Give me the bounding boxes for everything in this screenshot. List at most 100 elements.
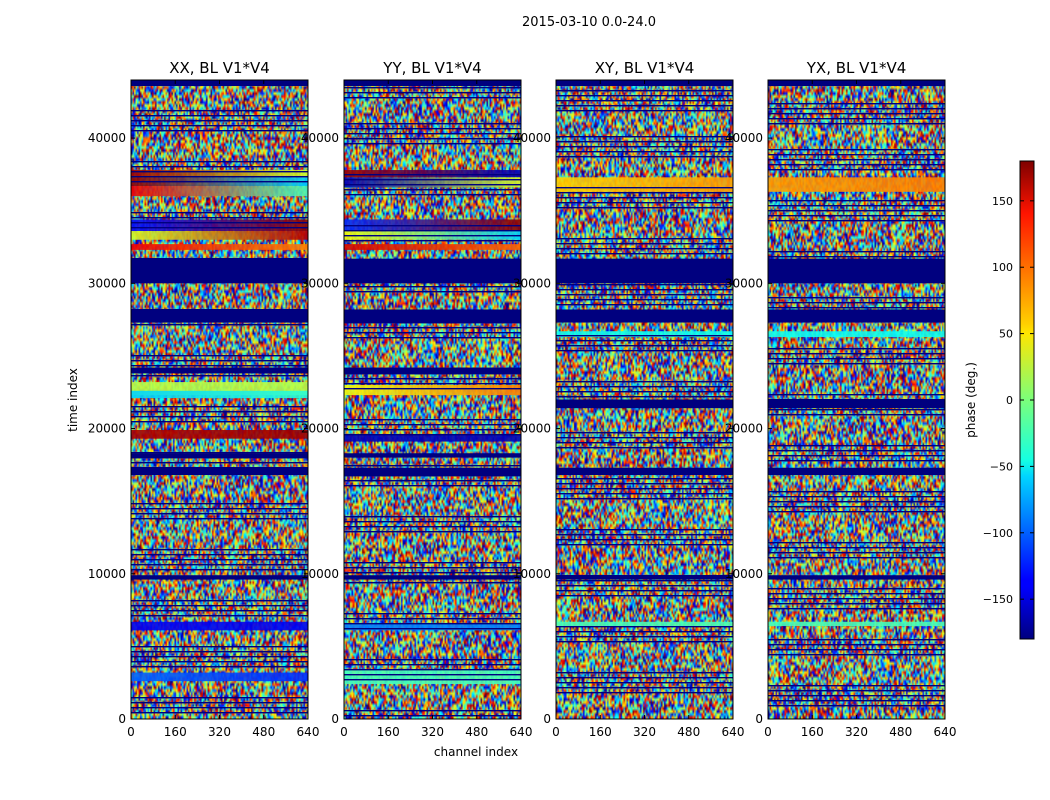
flag-line: [344, 235, 521, 237]
flag-line: [344, 674, 521, 676]
flag-line: [344, 92, 521, 94]
flag-line: [556, 156, 733, 158]
flag-line: [131, 110, 308, 112]
flag-line: [556, 539, 733, 541]
flag-line: [556, 636, 733, 638]
flag-line: [556, 304, 733, 306]
flag-line: [556, 631, 733, 633]
flag-line: [344, 281, 521, 283]
flag-line: [131, 610, 308, 612]
flag-line: [131, 421, 308, 423]
colorbar-tick-label: 0: [1006, 394, 1013, 407]
flag-line: [131, 411, 308, 413]
flag-line: [344, 271, 521, 273]
flag-line: [131, 600, 308, 602]
flag-line: [344, 577, 521, 579]
x-tick-label: 640: [722, 725, 745, 739]
flag-line: [344, 378, 521, 380]
flag-line: [344, 613, 521, 615]
flag-line: [344, 465, 521, 467]
flag-line: [344, 419, 521, 421]
flag-line: [131, 309, 308, 311]
flag-line: [556, 447, 733, 449]
flag-line: [344, 562, 521, 564]
x-tick-label: 480: [677, 725, 700, 739]
flag-line: [768, 700, 945, 702]
coherent-band: [131, 219, 308, 232]
flag-line: [556, 95, 733, 97]
flag-line: [131, 472, 308, 474]
flag-line: [131, 365, 308, 367]
flag-line: [344, 276, 521, 278]
x-tick-label: 320: [845, 725, 868, 739]
flag-line: [131, 258, 308, 260]
flag-line: [556, 105, 733, 107]
flag-line: [768, 118, 945, 120]
flag-line: [131, 217, 308, 219]
colorbar-label: phase (deg.): [964, 362, 978, 438]
flag-line: [131, 115, 308, 117]
flag-line: [131, 452, 308, 454]
flag-line: [131, 273, 308, 275]
flag-line: [768, 491, 945, 493]
flag-line: [131, 125, 308, 127]
flag-line: [556, 345, 733, 347]
flag-line: [768, 205, 945, 207]
flag-line: [344, 388, 521, 390]
flag-line: [131, 278, 308, 280]
panel-3: XY, BL V1*V4 0 160 320 480 640 0 10000 20000 3000…: [513, 59, 745, 739]
flag-line: [556, 677, 733, 679]
flag-line: [131, 227, 308, 229]
flag-line: [344, 659, 521, 661]
flag-line: [344, 480, 521, 482]
flag-line: [556, 580, 733, 582]
flag-line: [344, 230, 521, 232]
flag-line: [556, 197, 733, 199]
flag-line: [344, 434, 521, 436]
flag-line: [768, 598, 945, 600]
flagged-band: [131, 258, 308, 284]
flagged-band: [768, 399, 945, 409]
flag-line: [556, 396, 733, 398]
y-axis-label: time index: [66, 368, 80, 432]
panel-1: XX, BL V1*V4 0 160 320 480 640 0 10000 20000 3000…: [88, 59, 320, 739]
flag-line: [768, 450, 945, 452]
x-tick-label: 160: [801, 725, 824, 739]
flag-line: [344, 327, 521, 329]
coherent-band: [556, 621, 733, 627]
flag-line: [131, 370, 308, 372]
panels: XX, BL V1*V4 0 160 320 480 640 0 10000 20000 3000…: [88, 59, 957, 739]
flag-line: [344, 138, 521, 140]
flag-line: [768, 394, 945, 396]
coherent-band: [131, 231, 308, 240]
flag-line: [768, 297, 945, 299]
y-tick-label: 10000: [301, 567, 339, 581]
flag-line: [131, 707, 308, 709]
flagged-band: [768, 467, 945, 476]
flagged-band: [131, 575, 308, 580]
flag-line: [768, 506, 945, 508]
flag-line: [768, 639, 945, 641]
colorbar-tick-label: 50: [999, 328, 1013, 341]
flag-line: [556, 442, 733, 444]
flag-line: [768, 363, 945, 365]
flag-line: [768, 501, 945, 503]
coherent-band: [131, 390, 308, 399]
y-tick-label: 0: [543, 712, 551, 726]
x-tick-label: 480: [252, 725, 275, 739]
flag-line: [131, 120, 308, 122]
flag-line: [131, 176, 308, 178]
flag-line: [768, 552, 945, 554]
flag-line: [556, 207, 733, 209]
coherent-band: [344, 669, 521, 685]
flag-line: [768, 256, 945, 258]
flag-line: [768, 108, 945, 110]
flag-line: [768, 705, 945, 707]
flag-line: [131, 375, 308, 377]
flag-line: [768, 307, 945, 309]
flag-line: [768, 261, 945, 263]
flag-line: [131, 360, 308, 362]
flag-line: [344, 628, 521, 630]
flag-line: [556, 498, 733, 500]
flag-line: [556, 110, 733, 112]
